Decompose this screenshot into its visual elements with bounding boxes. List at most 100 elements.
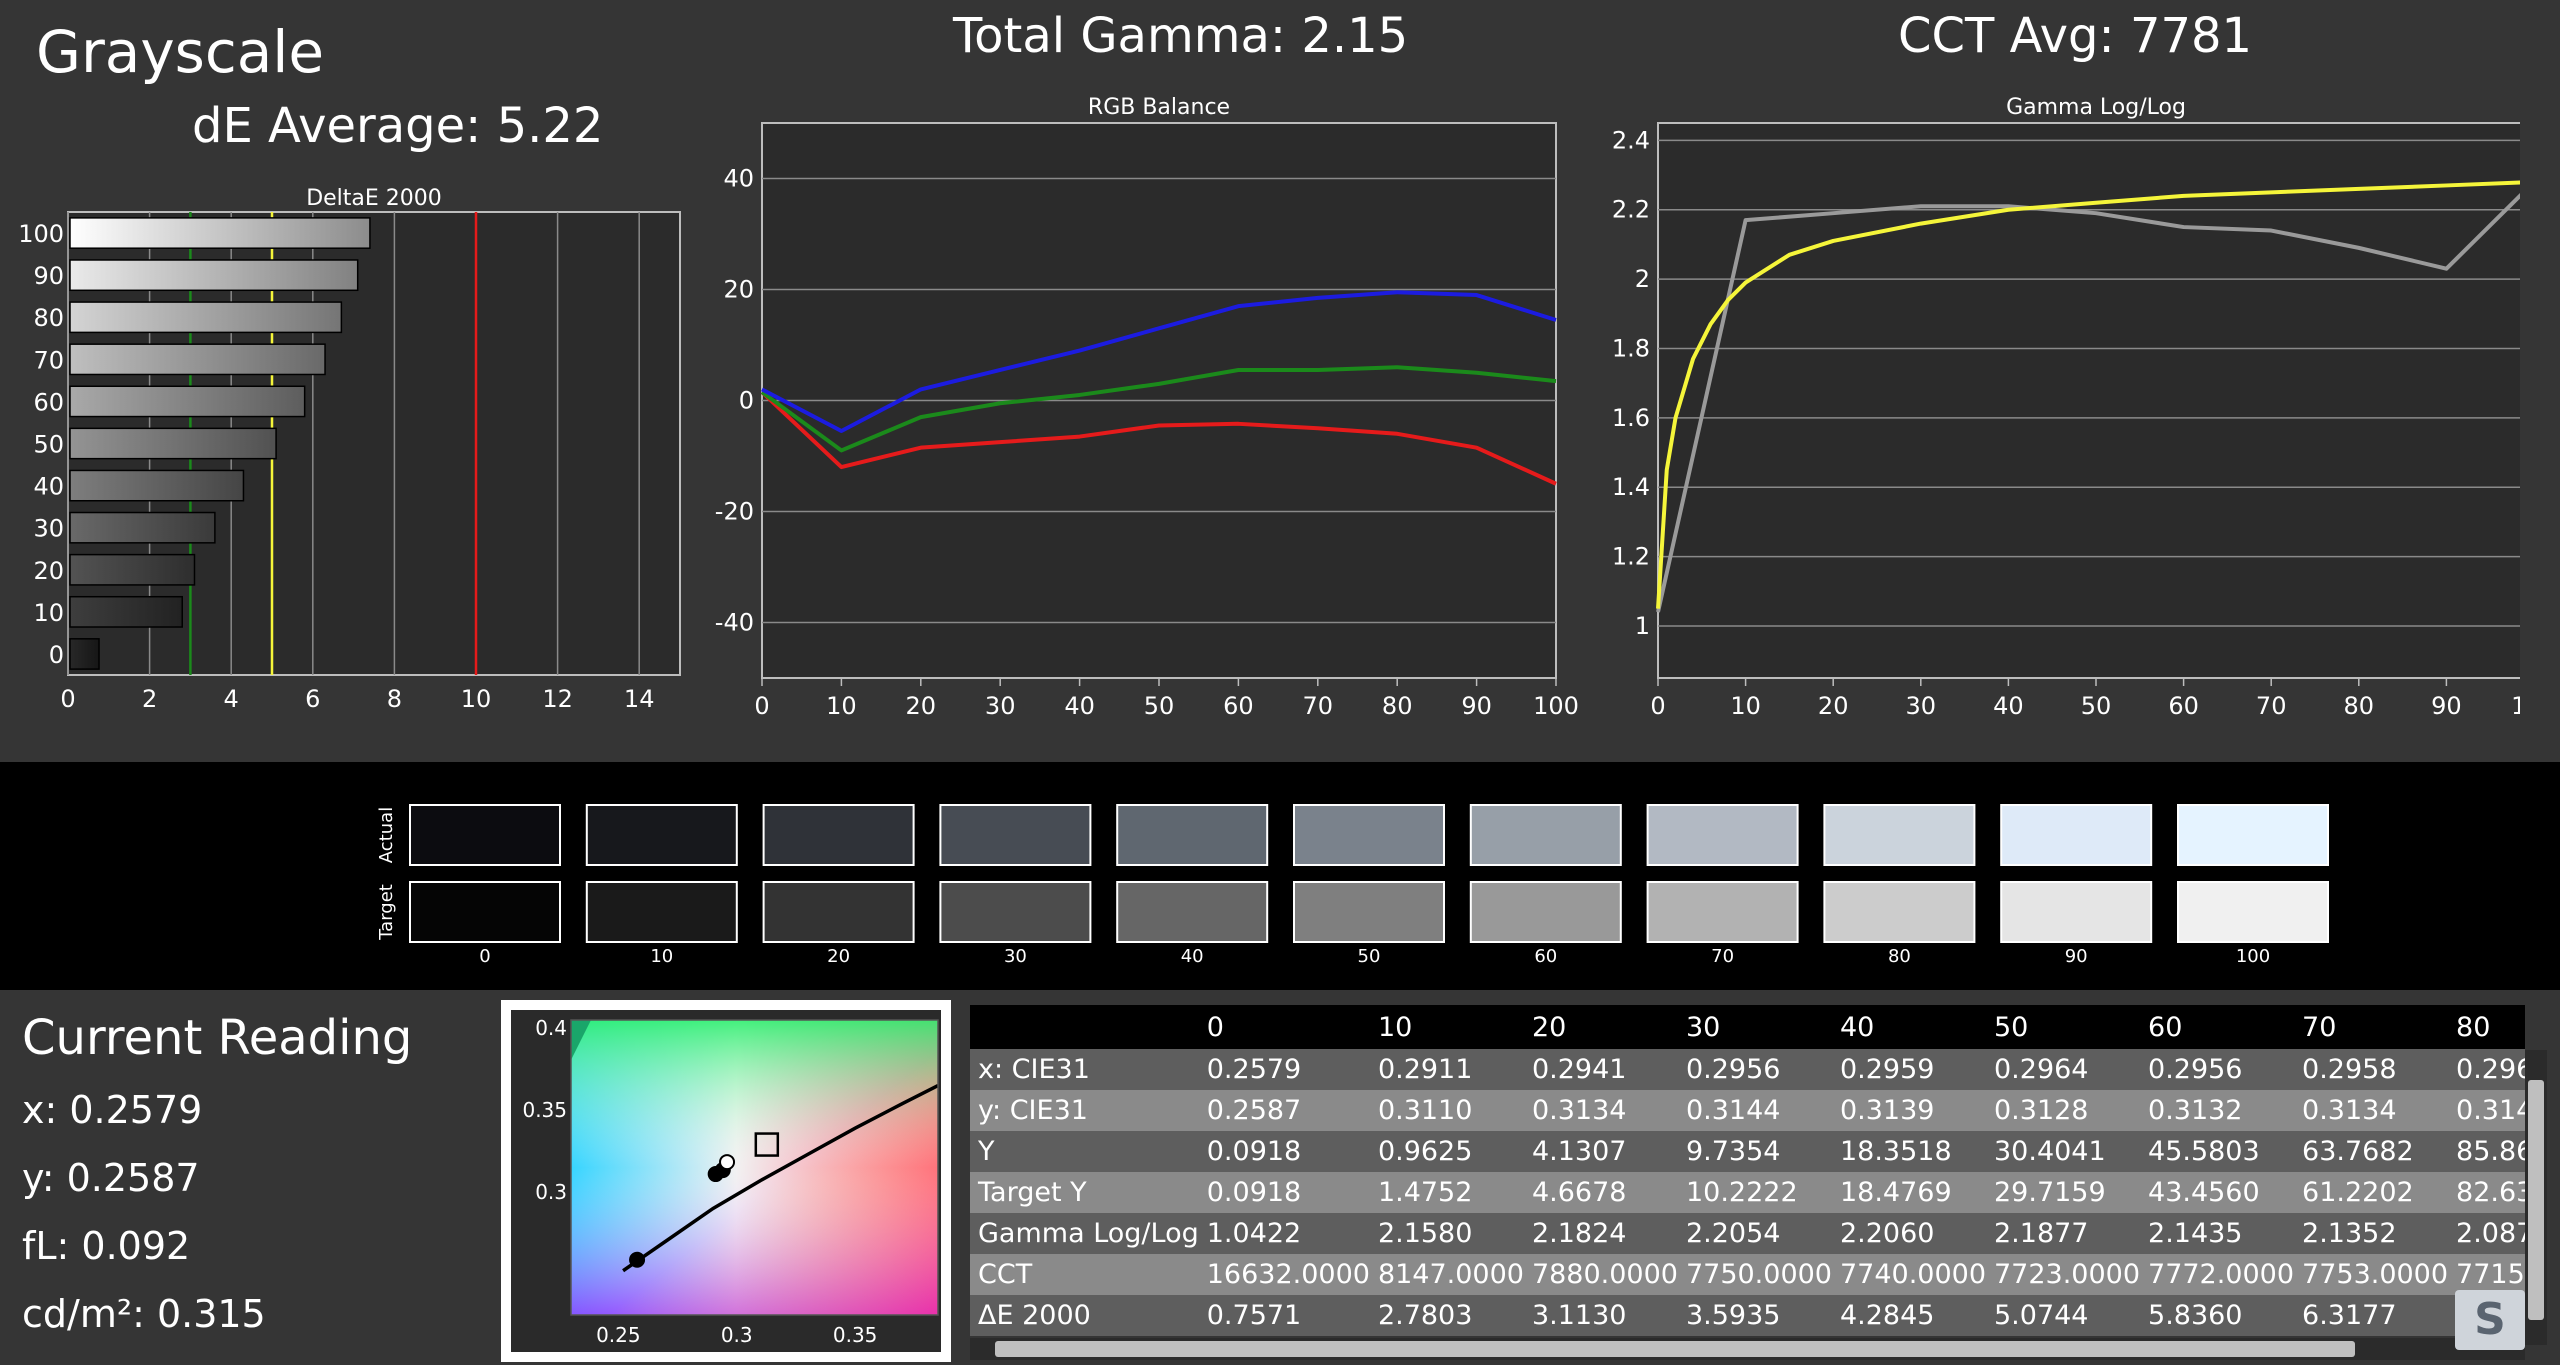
swatch-row-label: Actual bbox=[376, 807, 397, 863]
table-cell: 5.8360 bbox=[2140, 1295, 2295, 1336]
table-cell: 7740.0000 bbox=[1831, 1254, 1986, 1295]
rgb-balance-x-tick: 70 bbox=[1303, 692, 1334, 720]
table-cell: 5.0744 bbox=[1986, 1295, 2141, 1336]
table-cell: 61.2202 bbox=[2294, 1172, 2449, 1213]
deltae-y-tick: 30 bbox=[33, 515, 64, 543]
de-average: dE Average: 5.22 bbox=[192, 98, 604, 154]
reading-x: x: 0.2579 bbox=[22, 1088, 203, 1132]
table-cell: 3.1130 bbox=[1523, 1295, 1678, 1336]
rgb-balance-title: RGB Balance bbox=[1088, 95, 1230, 120]
reading-y: y: 0.2587 bbox=[22, 1156, 200, 1200]
table-cell: 9.7354 bbox=[1677, 1131, 1832, 1172]
rgb-balance-x-tick: 30 bbox=[985, 692, 1016, 720]
table-column-header[interactable]: 0 bbox=[1198, 1005, 1370, 1049]
table-row[interactable]: Gamma Log/Log 1.0422 2.1580 2.1824 2.2054 2.2… bbox=[970, 1213, 2525, 1254]
table-column-header[interactable]: 60 bbox=[2140, 1005, 2295, 1049]
cie-x-tick: 0.25 bbox=[596, 1323, 641, 1347]
table-cell: 7750.0000 bbox=[1677, 1254, 1832, 1295]
swatch bbox=[409, 881, 561, 943]
horizontal-scroll-thumb[interactable] bbox=[995, 1341, 2355, 1357]
table-cell: 7753.0000 bbox=[2294, 1254, 2449, 1295]
cie-chart: 0.25 0.3 0.35 0.4 0.35 0.3 bbox=[522, 1016, 939, 1347]
table-cell: 4.1307 bbox=[1523, 1131, 1678, 1172]
deltae-y-tick: 0 bbox=[49, 641, 64, 669]
table-column-header[interactable]: 20 bbox=[1523, 1005, 1678, 1049]
vertical-scroll-thumb[interactable] bbox=[2528, 1080, 2544, 1320]
table-cell: 0.2958 bbox=[2294, 1049, 2449, 1090]
deltae-bar bbox=[69, 259, 359, 292]
table-column-header[interactable]: 30 bbox=[1677, 1005, 1832, 1049]
table-cell: 2.0878 bbox=[2448, 1213, 2525, 1254]
table-row-label: Target Y bbox=[970, 1172, 1199, 1213]
table-row-label: y: CIE31 bbox=[970, 1090, 1199, 1131]
swatch-level-label: 100 bbox=[2236, 946, 2270, 967]
table-column-header[interactable]: 70 bbox=[2294, 1005, 2449, 1049]
swatch bbox=[1646, 804, 1799, 866]
swatch bbox=[585, 804, 738, 866]
rgb-balance-y-tick: -20 bbox=[715, 498, 754, 526]
table-cell: 7723.0000 bbox=[1986, 1254, 2141, 1295]
gamma-y-tick: 2 bbox=[1635, 265, 1650, 293]
deltae-title: DeltaE 2000 bbox=[306, 186, 442, 211]
table-row-label: ΔE 2000 bbox=[970, 1295, 1199, 1336]
gamma-y-tick: 1 bbox=[1635, 612, 1650, 640]
table-cell: 2.1435 bbox=[2140, 1213, 2295, 1254]
table-row[interactable]: ΔE 2000 0.7571 2.7803 3.1130 3.5935 4.2845 5.0… bbox=[970, 1295, 2525, 1336]
table-row[interactable]: y: CIE31 0.2587 0.3110 0.3134 0.3144 0.3139 0.… bbox=[970, 1090, 2525, 1131]
table-cell: 0.2579 bbox=[1198, 1049, 1370, 1090]
gamma-series-line bbox=[1656, 193, 2520, 613]
data-table: 0102030405060708090x: CIE310.25790.29110… bbox=[970, 1005, 2525, 1336]
cct-average: CCT Avg: 7781 bbox=[1898, 8, 2253, 64]
swatch-level-label: 90 bbox=[2065, 946, 2088, 967]
swatch bbox=[939, 804, 1092, 866]
table-row[interactable]: x: CIE31 0.2579 0.2911 0.2941 0.2956 0.2959 0.… bbox=[970, 1049, 2525, 1090]
rgb-balance-series-line bbox=[760, 365, 1557, 453]
deltae-y-tick: 20 bbox=[33, 557, 64, 585]
gamma-y-tick: 1.6 bbox=[1612, 404, 1650, 432]
table-row[interactable]: Target Y 0.0918 1.4752 4.6678 10.2222 18.4769… bbox=[970, 1172, 2525, 1213]
gamma-x-tick: 90 bbox=[2431, 692, 2462, 720]
rgb-balance-y-tick: 0 bbox=[739, 387, 754, 415]
gamma-y-tick: 2.4 bbox=[1612, 126, 1650, 154]
deltae-y-tick: 10 bbox=[33, 599, 64, 627]
table-cell: 7715.0000 bbox=[2448, 1254, 2525, 1295]
swatch-level-label: 50 bbox=[1358, 946, 1381, 967]
swatch-row-label: Target bbox=[376, 884, 397, 941]
total-gamma: Total Gamma: 2.15 bbox=[953, 8, 1409, 64]
swatch bbox=[2000, 804, 2153, 866]
cie-corner bbox=[571, 1020, 591, 1060]
table-column-header[interactable]: 80 bbox=[2448, 1005, 2525, 1049]
table-cell: 0.2956 bbox=[2140, 1049, 2295, 1090]
table-cell: 7772.0000 bbox=[2140, 1254, 2295, 1295]
swatch bbox=[2000, 881, 2153, 943]
rgb-balance-y-tick: 20 bbox=[723, 276, 754, 304]
table-column-header[interactable]: 50 bbox=[1986, 1005, 2141, 1049]
table-column-header[interactable]: 40 bbox=[1831, 1005, 1986, 1049]
deltae-y-tick: 70 bbox=[33, 346, 64, 374]
table-cell: 63.7682 bbox=[2294, 1131, 2449, 1172]
deltae-bar bbox=[69, 217, 371, 249]
watermark-logo: S bbox=[2455, 1290, 2525, 1350]
table-cell: 4.2845 bbox=[1831, 1295, 1986, 1336]
table-row-label: x: CIE31 bbox=[970, 1049, 1199, 1090]
rgb-balance-y-tick: -40 bbox=[715, 609, 754, 637]
cie-y-tick: 0.3 bbox=[535, 1180, 567, 1204]
table-cell: 18.3518 bbox=[1831, 1131, 1986, 1172]
table-row[interactable]: Y 0.0918 0.9625 4.1307 9.7354 18.3518 30.4041 4… bbox=[970, 1131, 2525, 1172]
data-table-wrap[interactable]: 0102030405060708090x: CIE310.25790.29110… bbox=[970, 1005, 2525, 1360]
table-cell: 0.3132 bbox=[2140, 1090, 2295, 1131]
table-cell: 30.4041 bbox=[1986, 1131, 2141, 1172]
gamma-x-tick: 20 bbox=[1818, 692, 1849, 720]
table-cell: 0.7571 bbox=[1198, 1295, 1370, 1336]
table-column-header[interactable]: 10 bbox=[1369, 1005, 1524, 1049]
table-row[interactable]: CCT 16632.0000 8147.0000 7880.0000 7750.0000… bbox=[970, 1254, 2525, 1295]
swatch bbox=[2177, 804, 2329, 866]
table-cell: 0.9625 bbox=[1369, 1131, 1524, 1172]
deltae-bar bbox=[69, 385, 306, 418]
table-column-header[interactable] bbox=[970, 1005, 1199, 1049]
table-cell: 8147.0000 bbox=[1369, 1254, 1524, 1295]
table-cell: 0.3144 bbox=[1677, 1090, 1832, 1131]
deltae-x-tick: 10 bbox=[461, 685, 492, 713]
rgb-balance-x-tick: 0 bbox=[754, 692, 769, 720]
deltae-y-tick: 60 bbox=[33, 388, 64, 416]
